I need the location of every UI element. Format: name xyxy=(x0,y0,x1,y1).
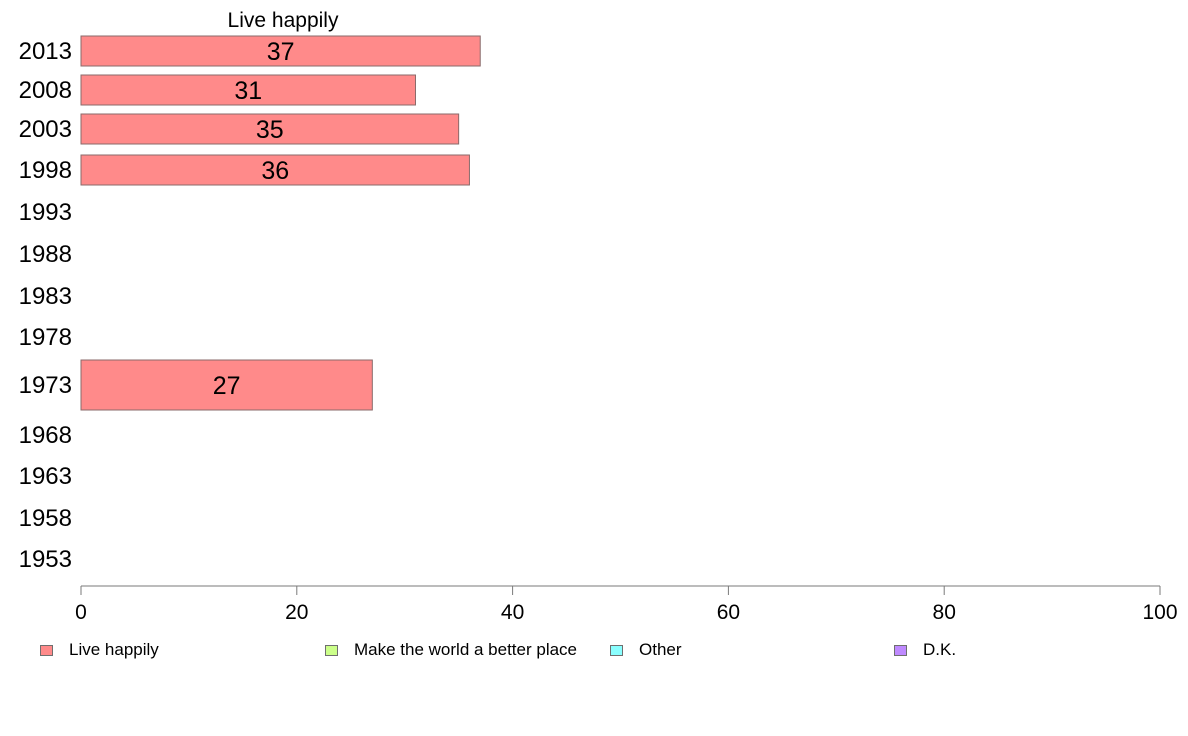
legend-swatch-other xyxy=(610,644,623,656)
bar-1998 xyxy=(80,154,470,186)
legend-item-make-the-world-a-better-place: Make the world a better place xyxy=(325,638,577,662)
y-tick-label-1973: 1973 xyxy=(19,372,72,399)
y-tick-label-1993: 1993 xyxy=(19,199,72,226)
bar-value-label-1973: 27 xyxy=(213,372,241,400)
x-tick-label-0: 0 xyxy=(75,601,87,624)
y-tick-label-2008: 2008 xyxy=(19,77,72,104)
x-tick-label-40: 40 xyxy=(501,601,524,624)
bar-value-label-2013: 37 xyxy=(267,38,295,66)
legend-item-other: Other xyxy=(610,638,682,662)
bar-2013 xyxy=(80,35,481,67)
y-tick-label-1988: 1988 xyxy=(19,241,72,268)
bar-2008 xyxy=(80,74,416,106)
y-tick-label-1953: 1953 xyxy=(19,546,72,573)
x-tick-label-20: 20 xyxy=(285,601,308,624)
legend-swatch-make-the-world-a-better-place xyxy=(325,644,338,656)
y-tick-label-1998: 1998 xyxy=(19,157,72,184)
bar-2003 xyxy=(80,113,460,145)
legend-swatch-live-happily xyxy=(40,644,53,656)
legend-label: D.K. xyxy=(923,640,957,659)
legend-label: Make the world a better place xyxy=(354,640,578,659)
x-tick-label-60: 60 xyxy=(717,601,740,624)
x-tick-label-100: 100 xyxy=(1142,601,1177,624)
y-tick-label-2003: 2003 xyxy=(19,116,72,143)
y-axis-labels: 2013 2008 2003 1998 1993 1988 1983 1978 1973 1968… xyxy=(19,38,72,573)
y-tick-label-2013: 2013 xyxy=(19,38,72,65)
y-tick-label-1983: 1983 xyxy=(19,283,72,310)
legend-item-dk: D.K. xyxy=(894,638,956,662)
bar-value-label-1998: 36 xyxy=(261,157,289,185)
y-tick-label-1978: 1978 xyxy=(19,324,72,351)
bar-value-label-2008: 31 xyxy=(234,77,262,105)
legend-item-live-happily: Live happily xyxy=(40,638,159,662)
bars xyxy=(80,35,481,411)
y-tick-label-1958: 1958 xyxy=(19,505,72,532)
x-axis: 0 20 40 60 80 100 xyxy=(75,585,1178,624)
bar-chart: Live happily 2013 2008 2003 1998 1993 1988 198… xyxy=(19,9,1178,624)
legend-label: Other xyxy=(639,640,682,659)
chart-title: Live happily xyxy=(228,9,339,32)
legend-label: Live happily xyxy=(69,640,159,659)
x-tick-label-80: 80 xyxy=(933,601,956,624)
bar-value-label-2003: 35 xyxy=(256,116,284,144)
legend-swatch-dk xyxy=(894,644,907,656)
y-tick-label-1963: 1963 xyxy=(19,463,72,490)
y-tick-label-1968: 1968 xyxy=(19,422,72,449)
bar-1973 xyxy=(80,359,373,411)
legend: Live happily Make the world a better pla… xyxy=(0,638,1188,662)
